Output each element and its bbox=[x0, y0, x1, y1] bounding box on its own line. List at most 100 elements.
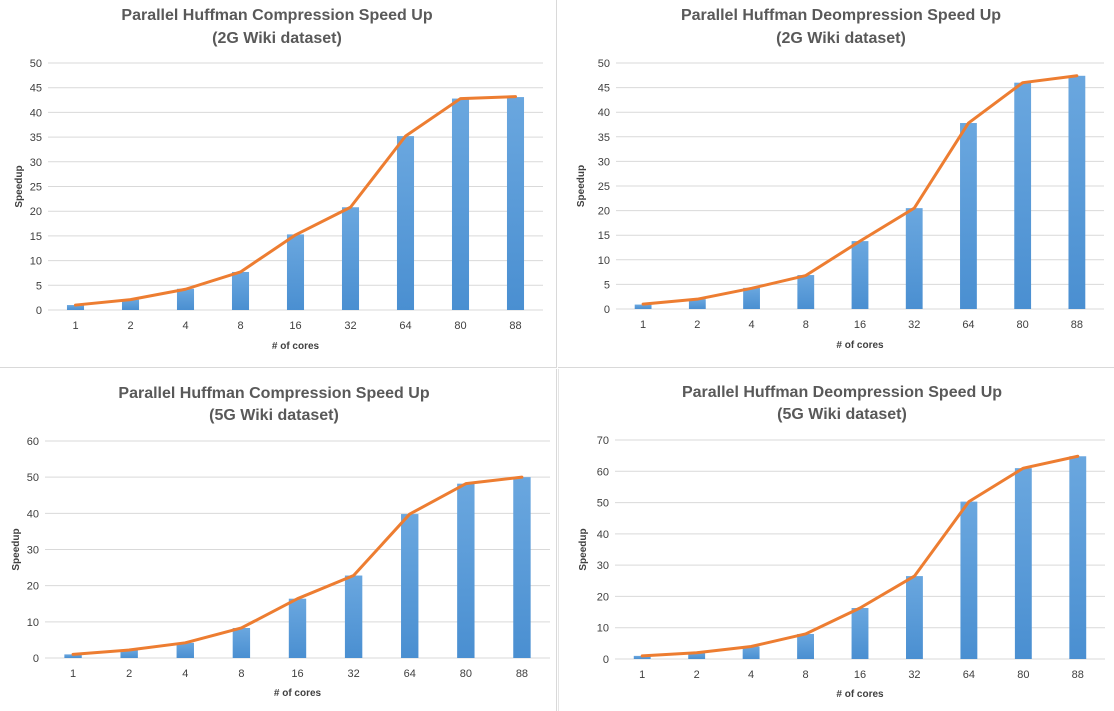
bar bbox=[64, 654, 82, 658]
bar bbox=[1069, 456, 1087, 659]
x-tick-label: 8 bbox=[803, 319, 809, 331]
y-tick-label: 0 bbox=[36, 305, 42, 317]
y-tick-label: 50 bbox=[598, 58, 610, 70]
bar bbox=[1014, 468, 1032, 659]
x-tick-label: 16 bbox=[854, 669, 866, 681]
bar bbox=[451, 98, 470, 311]
x-axis-label: # of cores bbox=[836, 340, 884, 351]
x-axis-label: # of cores bbox=[272, 341, 320, 352]
x-tick-label: 16 bbox=[291, 668, 303, 680]
x-tick-label: 1 bbox=[639, 669, 645, 681]
y-tick-label: 0 bbox=[604, 304, 610, 316]
x-tick-label: 80 bbox=[1017, 319, 1029, 331]
y-tick-label: 35 bbox=[30, 132, 42, 144]
y-tick-label: 50 bbox=[30, 58, 42, 70]
x-tick-label: 32 bbox=[908, 319, 920, 331]
chart-panel-decompression-5g: Parallel Huffman Deompression Speed Up (5… bbox=[558, 369, 1114, 711]
y-tick-label: 20 bbox=[597, 591, 609, 603]
x-tick-label: 64 bbox=[404, 668, 416, 680]
bar bbox=[688, 652, 706, 659]
bar bbox=[1014, 82, 1032, 310]
y-axis-label: Speedup bbox=[576, 165, 587, 207]
chart-svg: Parallel Huffman Deompression Speed Up (2… bbox=[576, 7, 1104, 351]
x-tick-label: 8 bbox=[238, 668, 244, 680]
y-tick-label: 10 bbox=[597, 623, 609, 635]
trend-line bbox=[71, 475, 524, 656]
y-tick-label: 15 bbox=[30, 231, 42, 243]
y-tick-label: 60 bbox=[597, 466, 609, 478]
x-tick-label: 88 bbox=[1071, 319, 1083, 331]
x-tick-label: 2 bbox=[694, 319, 700, 331]
bar bbox=[743, 287, 760, 309]
y-tick-label: 50 bbox=[27, 472, 39, 484]
bar bbox=[513, 477, 531, 658]
y-tick-label: 70 bbox=[597, 435, 609, 447]
x-tick-label: 2 bbox=[694, 669, 700, 681]
x-tick-label: 80 bbox=[454, 320, 466, 332]
x-tick-label: 8 bbox=[802, 669, 808, 681]
y-tick-label: 25 bbox=[30, 182, 42, 194]
bar bbox=[457, 483, 475, 658]
x-tick-label: 88 bbox=[509, 320, 521, 332]
y-tick-label: 45 bbox=[598, 83, 610, 95]
x-tick-label: 4 bbox=[182, 668, 188, 680]
y-tick-label: 10 bbox=[598, 255, 610, 267]
bar bbox=[851, 608, 869, 659]
x-axis-label: # of cores bbox=[836, 689, 884, 700]
bar bbox=[176, 288, 195, 310]
bar bbox=[231, 271, 250, 310]
y-tick-label: 40 bbox=[27, 508, 39, 520]
y-tick-label: 50 bbox=[597, 498, 609, 510]
bar bbox=[232, 627, 251, 658]
bar bbox=[905, 208, 923, 309]
y-tick-label: 45 bbox=[30, 83, 42, 95]
bar bbox=[960, 123, 977, 309]
chart-panel-decompression-2g: Parallel Huffman Deompression Speed Up (2… bbox=[558, 0, 1114, 368]
y-tick-label: 5 bbox=[604, 279, 610, 291]
bar bbox=[634, 304, 652, 309]
x-tick-label: 16 bbox=[854, 319, 866, 331]
chart-subtitle: (2G Wiki dataset) bbox=[212, 30, 342, 47]
x-tick-label: 80 bbox=[1017, 669, 1029, 681]
y-tick-label: 40 bbox=[597, 529, 609, 541]
chart-title: Parallel Huffman Compression Speed Up bbox=[118, 385, 429, 402]
bar bbox=[401, 514, 419, 658]
chart-svg: Parallel Huffman Compression Speed Up (2G… bbox=[14, 7, 543, 352]
bar bbox=[1068, 75, 1086, 310]
bar bbox=[286, 234, 305, 310]
x-tick-label: 8 bbox=[237, 320, 243, 332]
y-axis-label: Speedup bbox=[14, 165, 25, 207]
y-axis-label: Speedup bbox=[11, 528, 22, 570]
y-tick-label: 5 bbox=[36, 280, 42, 292]
bar bbox=[960, 501, 978, 659]
bar bbox=[797, 275, 815, 309]
x-tick-label: 32 bbox=[347, 668, 359, 680]
bar bbox=[176, 642, 194, 658]
y-tick-label: 0 bbox=[33, 653, 39, 665]
y-tick-label: 20 bbox=[30, 206, 42, 218]
x-tick-label: 2 bbox=[126, 668, 132, 680]
x-tick-label: 64 bbox=[399, 320, 411, 332]
y-tick-label: 30 bbox=[598, 156, 610, 168]
chart-panel-compression-5g: Parallel Huffman Compression Speed Up (5G… bbox=[0, 369, 557, 711]
bar bbox=[633, 655, 651, 659]
bar bbox=[742, 646, 760, 659]
x-tick-label: 32 bbox=[344, 320, 356, 332]
chart-panel-compression-2g: Parallel Huffman Compression Speed Up (2G… bbox=[0, 0, 557, 368]
y-axis-label: Speedup bbox=[578, 528, 589, 570]
x-axis-label: # of cores bbox=[274, 688, 322, 699]
chart-svg: Parallel Huffman Deompression Speed Up (5… bbox=[578, 384, 1105, 700]
chart-title: Parallel Huffman Deompression Speed Up bbox=[681, 7, 1001, 24]
y-tick-label: 25 bbox=[598, 181, 610, 193]
chart-title: Parallel Huffman Compression Speed Up bbox=[121, 7, 432, 24]
x-tick-label: 1 bbox=[70, 668, 76, 680]
y-tick-label: 15 bbox=[598, 230, 610, 242]
x-tick-label: 80 bbox=[460, 668, 472, 680]
y-tick-label: 30 bbox=[30, 157, 42, 169]
trend-line bbox=[74, 95, 517, 307]
x-tick-label: 1 bbox=[640, 319, 646, 331]
y-tick-label: 35 bbox=[598, 132, 610, 144]
x-tick-label: 4 bbox=[182, 320, 188, 332]
trend-line bbox=[640, 454, 1080, 658]
bar bbox=[344, 575, 363, 658]
